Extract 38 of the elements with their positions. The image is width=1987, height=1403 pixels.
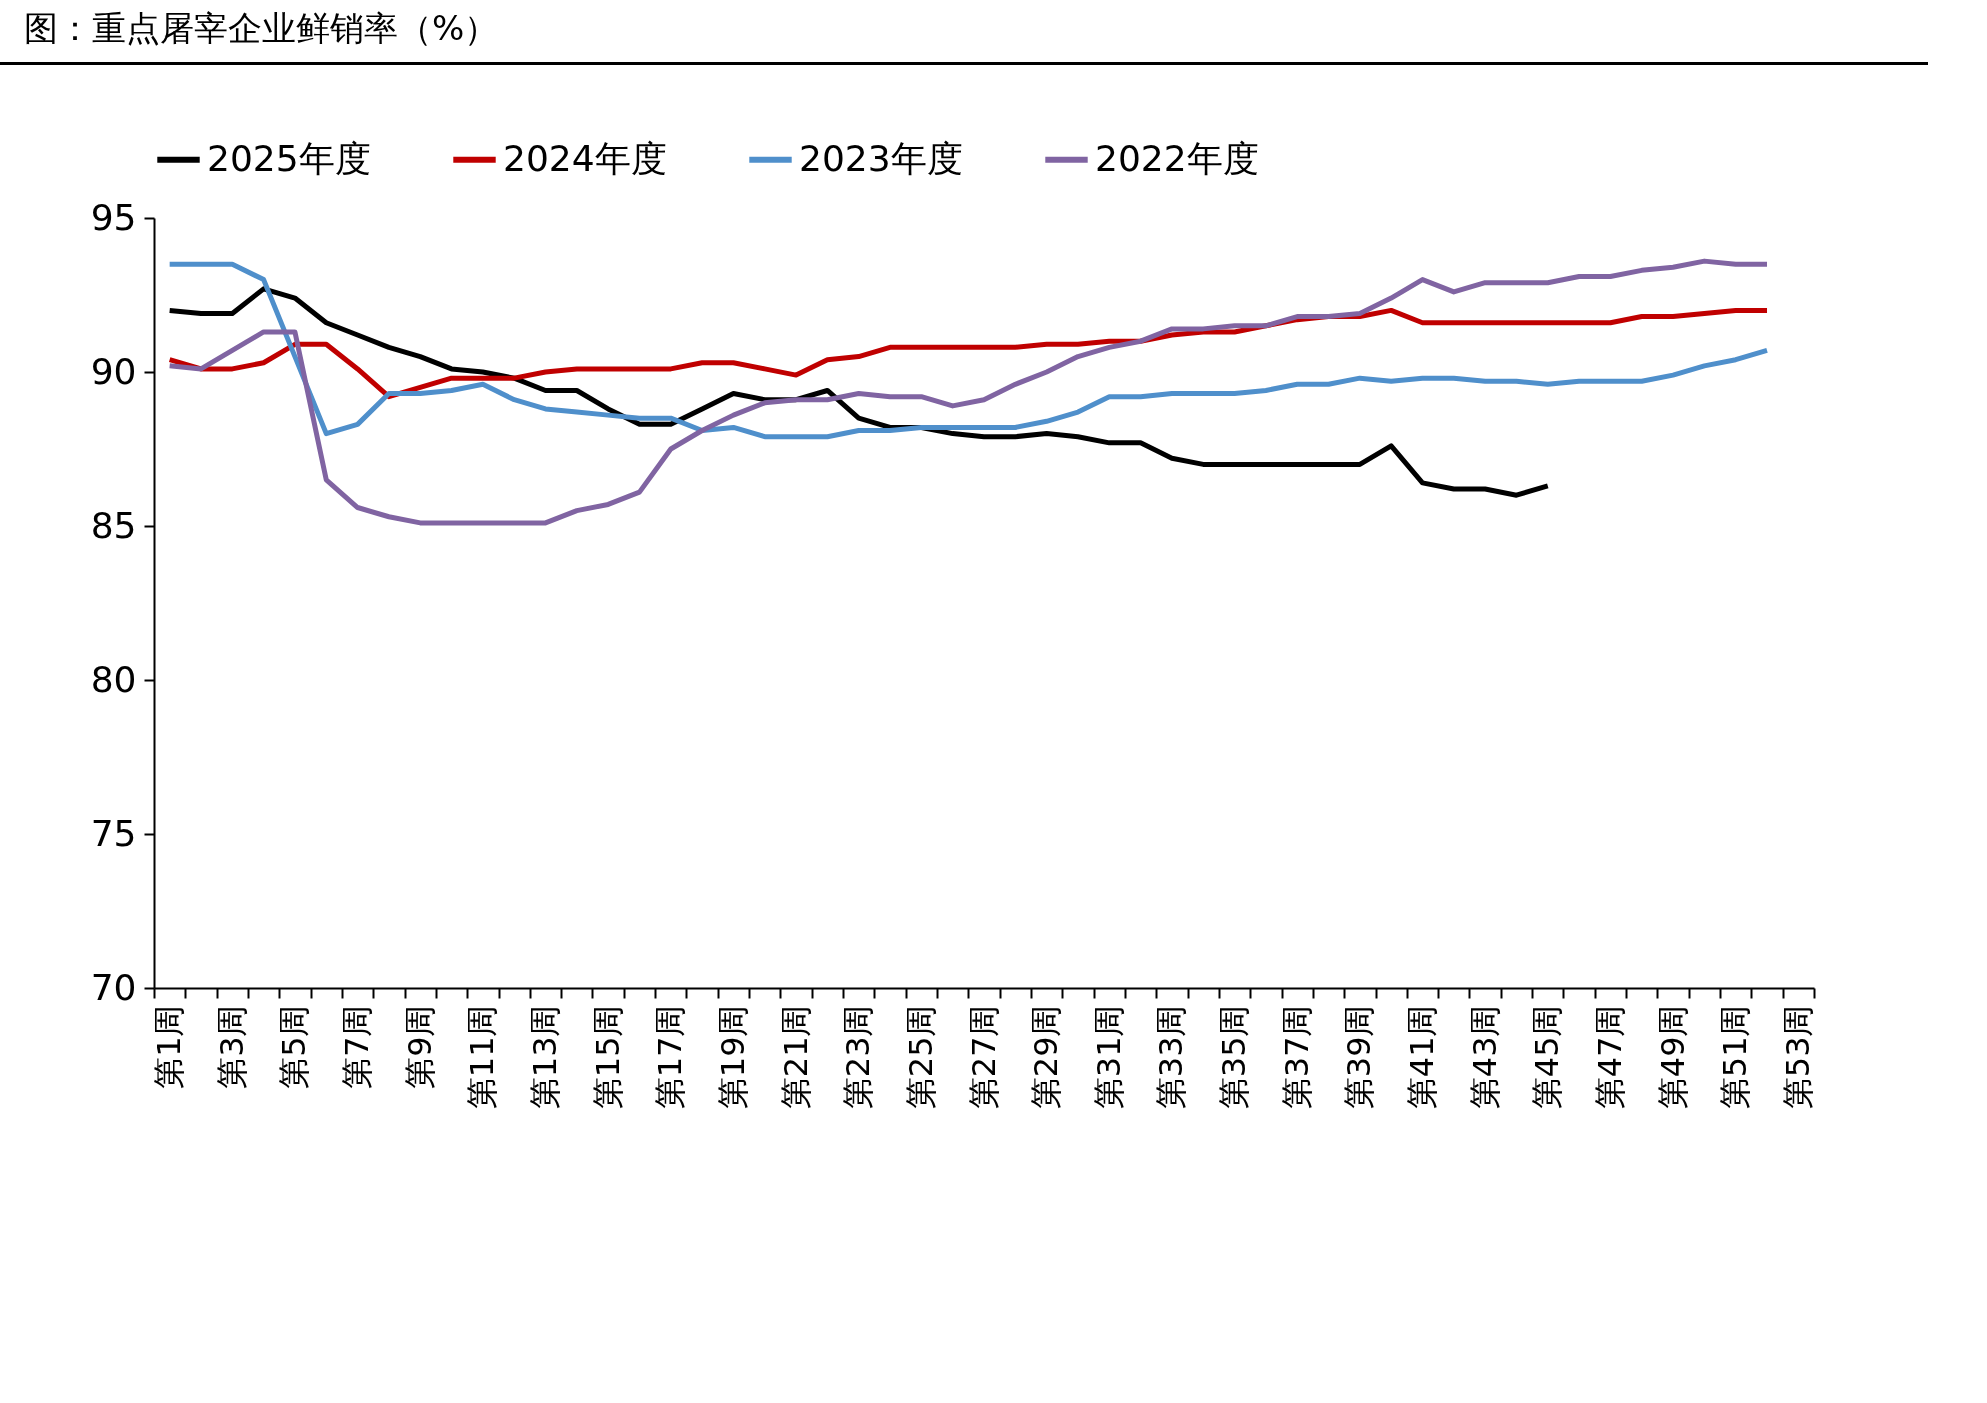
x-tick-label: 第45周 xyxy=(1528,1004,1567,1110)
y-tick-label: 75 xyxy=(90,812,137,854)
legend-label: 2025年度 xyxy=(207,137,371,179)
x-tick-label: 第29周 xyxy=(1027,1004,1066,1110)
x-tick-label: 第35周 xyxy=(1215,1004,1254,1110)
y-tick-label: 80 xyxy=(90,658,137,700)
x-tick-label: 第23周 xyxy=(839,1004,878,1110)
legend-label: 2022年度 xyxy=(1095,137,1259,179)
x-tick-label: 第25周 xyxy=(901,1004,940,1110)
legend-label: 2024年度 xyxy=(503,137,667,179)
x-tick-label: 第33周 xyxy=(1152,1004,1191,1110)
y-tick-label: 95 xyxy=(90,196,137,238)
y-tick-label: 70 xyxy=(90,966,137,1008)
x-tick-label: 第5周 xyxy=(275,1004,314,1089)
x-tick-label: 第11周 xyxy=(463,1004,502,1110)
x-tick-label: 第49周 xyxy=(1653,1004,1692,1110)
y-tick-label: 90 xyxy=(90,350,137,392)
y-tick-label: 85 xyxy=(90,504,137,546)
x-tick-label: 第21周 xyxy=(776,1004,815,1110)
x-tick-label: 第37周 xyxy=(1277,1004,1316,1110)
legend-label: 2023年度 xyxy=(799,137,963,179)
x-tick-label: 第31周 xyxy=(1089,1004,1128,1110)
x-tick-label: 第1周 xyxy=(150,1004,189,1089)
x-tick-label: 第39周 xyxy=(1340,1004,1379,1110)
x-tick-label: 第3周 xyxy=(212,1004,251,1089)
x-tick-label: 第51周 xyxy=(1716,1004,1755,1110)
x-tick-label: 第41周 xyxy=(1402,1004,1441,1110)
x-tick-label: 第15周 xyxy=(588,1004,627,1110)
x-tick-label: 第43周 xyxy=(1465,1004,1504,1110)
chart-title: 图：重点屠宰企业鲜销率（%） xyxy=(0,0,1928,65)
x-tick-label: 第53周 xyxy=(1778,1004,1817,1110)
x-tick-label: 第27周 xyxy=(964,1004,1003,1110)
x-tick-label: 第9周 xyxy=(400,1004,439,1089)
x-tick-label: 第19周 xyxy=(713,1004,752,1110)
x-tick-label: 第7周 xyxy=(338,1004,377,1089)
x-tick-label: 第47周 xyxy=(1590,1004,1629,1110)
x-tick-label: 第13周 xyxy=(526,1004,565,1110)
x-tick-label: 第17周 xyxy=(651,1004,690,1110)
